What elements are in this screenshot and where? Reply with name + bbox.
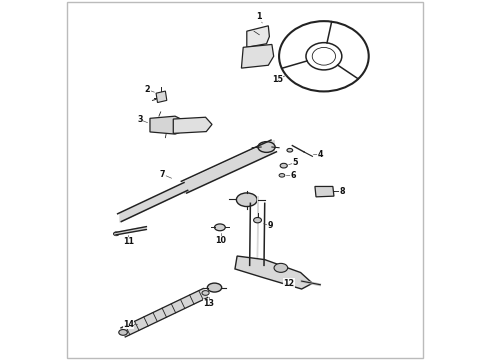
Text: 15: 15 bbox=[272, 75, 283, 84]
Ellipse shape bbox=[114, 232, 119, 235]
Text: 9: 9 bbox=[268, 221, 273, 230]
Text: 2: 2 bbox=[145, 85, 150, 94]
Polygon shape bbox=[150, 116, 190, 134]
Ellipse shape bbox=[202, 291, 209, 295]
Text: 10: 10 bbox=[215, 237, 226, 246]
Polygon shape bbox=[315, 186, 334, 197]
Text: 7: 7 bbox=[160, 170, 165, 179]
Ellipse shape bbox=[254, 217, 262, 223]
Ellipse shape bbox=[215, 224, 225, 231]
Text: 8: 8 bbox=[339, 187, 344, 196]
Polygon shape bbox=[242, 44, 274, 68]
Text: 4: 4 bbox=[318, 150, 323, 159]
Polygon shape bbox=[247, 26, 270, 47]
Ellipse shape bbox=[207, 283, 221, 292]
Ellipse shape bbox=[236, 193, 257, 207]
Text: 12: 12 bbox=[283, 279, 294, 288]
Ellipse shape bbox=[258, 141, 275, 152]
Polygon shape bbox=[235, 256, 313, 289]
Ellipse shape bbox=[119, 329, 127, 335]
Text: 11: 11 bbox=[123, 237, 134, 246]
Text: 13: 13 bbox=[204, 299, 215, 308]
Polygon shape bbox=[121, 288, 208, 337]
Text: 14: 14 bbox=[123, 320, 134, 329]
Ellipse shape bbox=[287, 148, 293, 152]
Polygon shape bbox=[115, 226, 147, 235]
Text: 3: 3 bbox=[138, 115, 143, 124]
Polygon shape bbox=[156, 91, 167, 103]
Ellipse shape bbox=[274, 264, 288, 273]
Text: 5: 5 bbox=[293, 158, 298, 167]
Ellipse shape bbox=[280, 163, 287, 168]
Text: 6: 6 bbox=[291, 171, 296, 180]
Polygon shape bbox=[173, 117, 212, 134]
Text: 1: 1 bbox=[256, 12, 261, 21]
Ellipse shape bbox=[279, 174, 285, 177]
